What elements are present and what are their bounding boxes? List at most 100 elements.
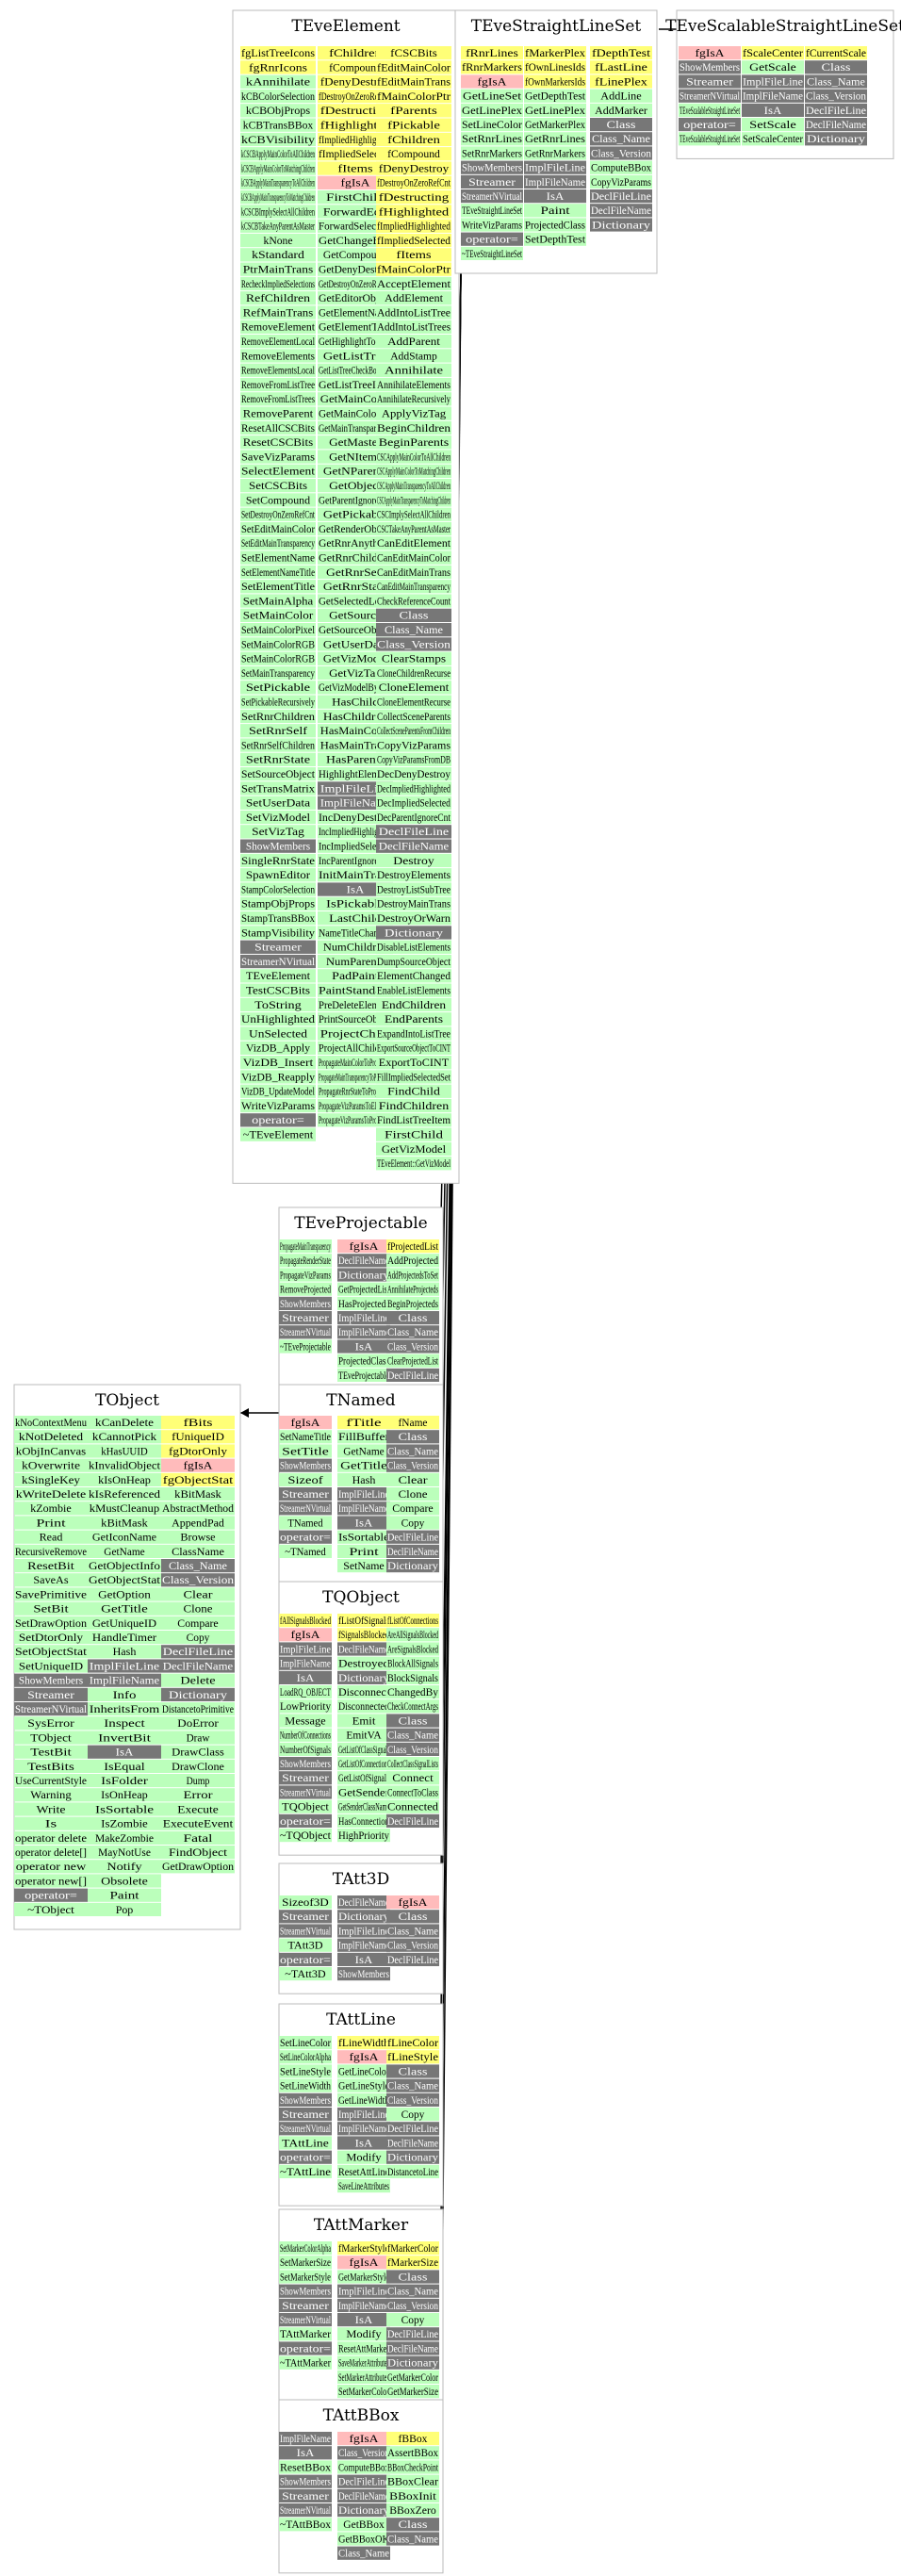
member-cell-bg [386,1799,439,1813]
member-name: GetName [343,1444,384,1457]
member-name: Modify [346,2151,381,2164]
member-name: ComputeBBox [591,161,651,174]
member-cell-bg [337,1458,390,1472]
member-name: Copy [401,2313,425,2326]
member-name: GetSenderClassName [338,1800,389,1813]
member-name: BlockAllSignals [387,1657,438,1670]
member-cell-bg [376,1113,451,1127]
member-cell-bg [161,1716,235,1731]
member-name: DeclFileName [387,1545,438,1558]
member-cell-bg [279,2432,332,2446]
member-cell-bg [240,1127,316,1141]
member-cell-bg [386,2341,439,2355]
member-cell-bg [14,1902,88,1916]
member-name: DecImpliedSelected [377,796,450,810]
member-name: fCSCBits [390,46,437,59]
class-title: TEveElement [291,17,400,36]
member-name: ExportSourceObjectToCINT [377,1042,450,1055]
member-name: fImpliedHighlighted [377,220,450,233]
member-cell-bg [14,1830,88,1845]
member-cell-bg [318,276,393,291]
member-name: Class [399,1910,428,1923]
member-cell-bg [376,997,451,1012]
member-name: TEveElement [246,969,311,982]
member-cell-bg [240,997,316,1012]
member-name: Class_Version [387,1339,438,1353]
member-cell-bg [240,1084,316,1098]
member-name: Class_Name [387,1729,438,1742]
member-cell-bg [318,637,393,651]
member-cell-bg [161,1501,235,1516]
member-cell-bg [376,479,451,493]
member-cell-bg [240,464,316,478]
member-cell-bg [240,896,316,911]
member-cell-bg [386,1771,439,1785]
member-name: BeginChildren [377,421,450,435]
member-cell-bg [386,1895,439,1910]
member-name: SetRnrMarkers [462,146,522,159]
member-name: TNamed [287,1516,322,1529]
member-cell-bg [318,205,393,219]
member-cell-bg [337,1268,390,1282]
member-cell-bg [240,493,316,507]
member-name: ImplFileName [338,1325,389,1338]
member-name: Dump [187,1774,210,1787]
member-cell-bg [386,1656,439,1670]
member-name: SetMarkerColor [338,2385,389,2398]
member-name: GetLinePlex [525,104,585,117]
member-name: fPickable [387,119,440,132]
member-name: DeclFileLine [806,104,866,117]
member-name: kAnnihilate [246,75,310,89]
member-cell-bg [279,1728,332,1742]
member-name: NumberOfConnections [280,1729,331,1742]
member-cell-bg [318,969,393,983]
member-cell-bg [318,1098,393,1113]
member-cell-bg [386,1938,439,1952]
member-cell-bg [14,1530,88,1544]
member-name: SetLineColor [462,118,522,131]
member-name: kNone [264,234,293,247]
member-name: fgIsA [291,1628,320,1641]
member-cell-bg [337,2327,390,2341]
member-name: GetLineStyle [338,2079,389,2092]
member-name: GetParentIgnoreCnt [319,493,393,506]
member-name: PropagateRnrStateToProjecteds [319,1085,392,1098]
member-cell-bg [279,1254,332,1268]
member-name: GetMaster [329,435,382,449]
member-name: SetDrawOption [15,1616,87,1630]
member-name: kCSCBApplyMainColorToMatchingChildren [241,161,315,174]
member-name: DestroyElements [377,868,450,881]
member-cell-bg [240,709,316,724]
member-name: SetLineWidth [280,2079,331,2092]
member-name: GetBBox [343,2518,384,2531]
member-name: fListOfConnections [387,1614,438,1627]
member-cell-bg [386,1444,439,1458]
member-name: ImplFileName [338,1501,389,1515]
member-cell-bg [318,724,393,738]
member-name: Class_Version [338,2446,389,2459]
member-name: SetDtorOnly [19,1631,83,1644]
member-name: ClearStamps [382,652,447,665]
member-name: ResetAttLine [338,2165,389,2178]
member-cell-bg [240,969,316,983]
member-name: SetScale [749,118,796,131]
member-name: SetVizModel [246,811,311,824]
member-cell-bg [386,1501,439,1516]
member-name: FindChild [387,1085,440,1098]
member-name: DoError [177,1716,218,1730]
member-cell-bg [318,262,393,276]
member-name: SaveMarkerAttributes [338,2356,389,2370]
member-name: TAttLine [282,2136,329,2149]
member-name: IsSortable [95,1802,154,1815]
member-cell-bg [279,2122,332,2136]
member-name: Hash [113,1645,137,1658]
member-cell-bg [161,1573,235,1587]
member-name: DisableListElements [377,941,450,954]
member-cell-bg [337,2108,390,2122]
member-name: SetEditMainColor [241,522,315,535]
member-name: SetTransMatrix [241,781,315,795]
member-cell-bg [88,1673,161,1687]
member-cell-bg [742,46,804,60]
member-name: SetLineColor [280,2036,331,2049]
member-name: DecParentIgnoreCnt [377,811,451,824]
